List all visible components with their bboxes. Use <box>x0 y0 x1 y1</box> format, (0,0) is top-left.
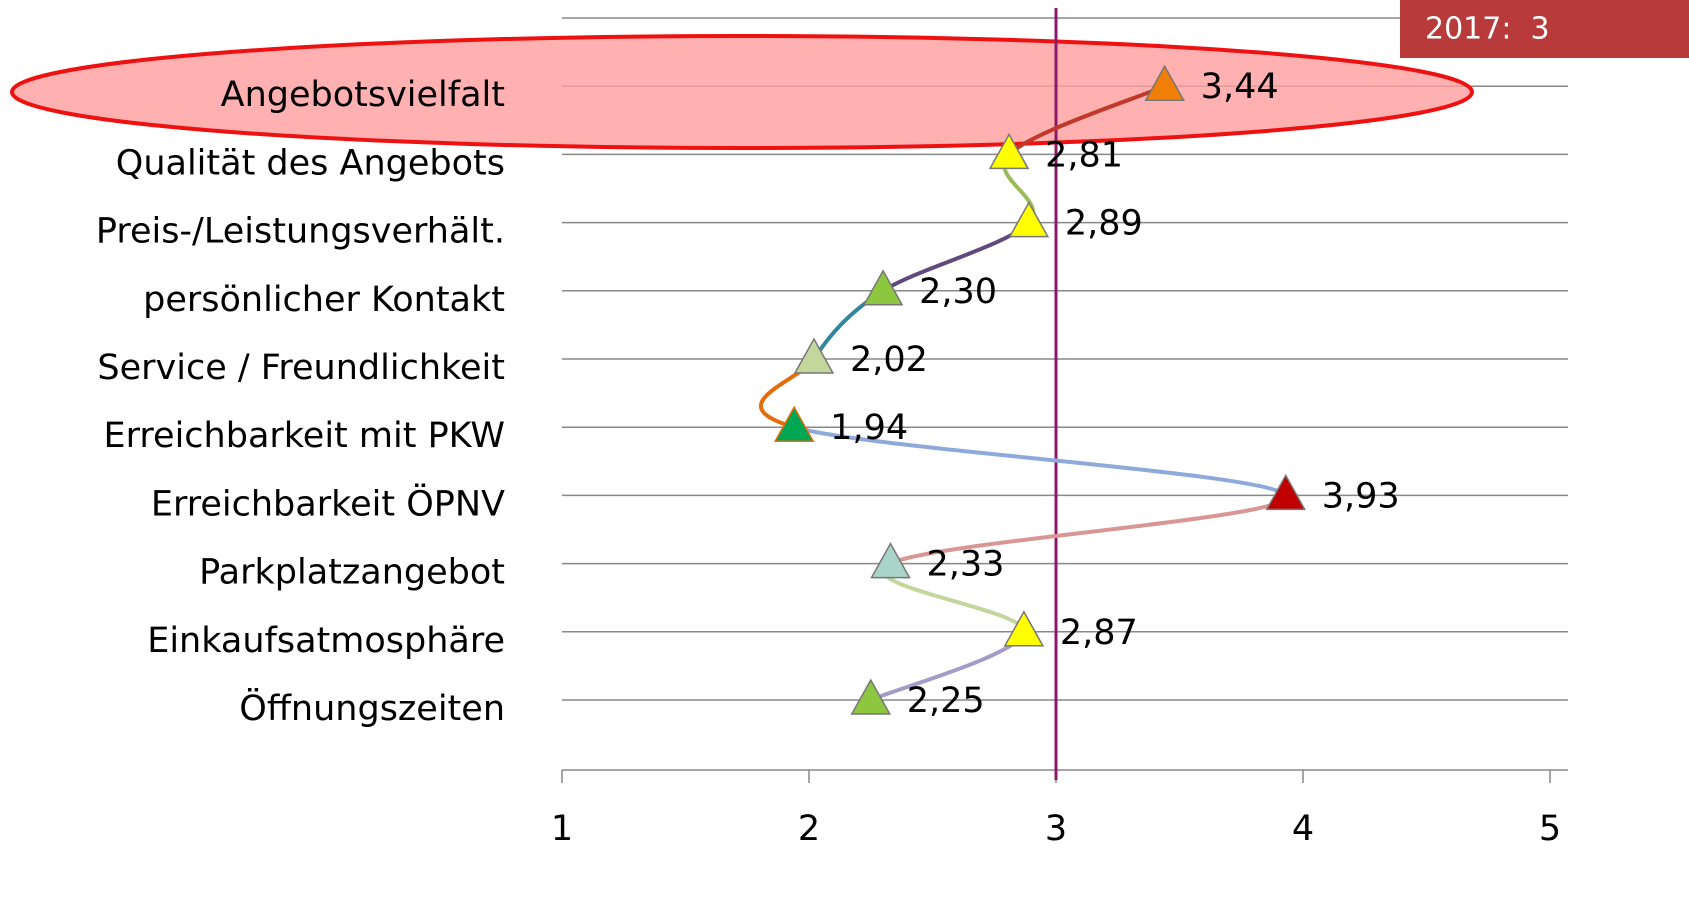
marker <box>1144 64 1185 101</box>
marker <box>1003 610 1045 647</box>
marker <box>850 678 892 715</box>
category-label: persönlicher Kontakt <box>143 280 505 320</box>
data-label: 2,02 <box>850 340 928 380</box>
category-label: Service / Freundlichkeit <box>97 348 505 388</box>
line-segment <box>793 425 1288 497</box>
data-label: 2,89 <box>1065 204 1143 244</box>
marker <box>862 269 904 306</box>
data-label: 3,93 <box>1322 476 1400 516</box>
category-label: Parkplatzangebot <box>199 553 505 593</box>
category-label: Angebotsvielfalt <box>221 75 505 115</box>
data-label: 2,30 <box>919 272 997 312</box>
marker <box>1008 201 1050 238</box>
highlight-ellipse <box>10 34 1474 150</box>
marker <box>988 132 1030 170</box>
x-tick-label: 2 <box>798 809 820 849</box>
data-label: 2,25 <box>907 681 985 721</box>
data-label: 2,81 <box>1045 135 1123 175</box>
marker <box>870 542 911 579</box>
x-tick-label: 4 <box>1292 809 1314 849</box>
data-label: 3,44 <box>1201 67 1279 107</box>
marker <box>793 337 835 374</box>
category-label: Einkaufsatmosphäre <box>147 621 505 661</box>
annotation-box <box>1400 0 1689 58</box>
category-label: Preis-/Leistungsverhält. <box>96 212 505 252</box>
marker <box>773 405 815 442</box>
category-label: Öffnungszeiten <box>239 687 505 729</box>
x-tick-label: 5 <box>1539 809 1561 849</box>
category-label: Erreichbarkeit ÖPNV <box>151 482 505 524</box>
data-label: 2,87 <box>1060 613 1138 653</box>
x-tick-label: 3 <box>1045 809 1067 849</box>
data-label: 1,94 <box>830 408 908 448</box>
annotation: 2017: 3 <box>1425 12 1550 47</box>
marker <box>1265 473 1306 511</box>
data-label: 2,33 <box>927 545 1005 585</box>
category-label: Erreichbarkeit mit PKW <box>104 416 505 456</box>
category-label: Qualität des Angebots <box>116 143 505 183</box>
x-tick-label: 1 <box>551 809 573 849</box>
